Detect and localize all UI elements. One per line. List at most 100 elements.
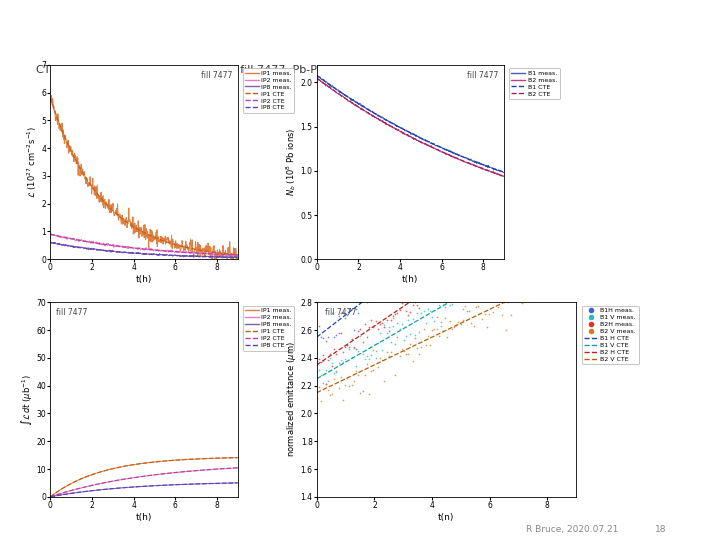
Point bbox=[431, 324, 442, 333]
Point bbox=[526, 248, 538, 257]
Point bbox=[400, 276, 412, 285]
Point bbox=[428, 325, 440, 334]
Point bbox=[472, 278, 484, 287]
Point bbox=[568, 259, 580, 268]
Point bbox=[522, 244, 534, 252]
Point bbox=[318, 334, 329, 342]
Point bbox=[361, 360, 373, 368]
Point bbox=[555, 146, 567, 155]
Point bbox=[435, 237, 446, 246]
Point bbox=[431, 235, 442, 244]
Point bbox=[311, 327, 323, 336]
Point bbox=[540, 281, 552, 289]
Point bbox=[361, 297, 373, 306]
Point bbox=[370, 316, 382, 325]
Point bbox=[346, 353, 357, 361]
Point bbox=[516, 299, 527, 307]
Point bbox=[394, 351, 405, 360]
Point bbox=[451, 320, 462, 329]
Point bbox=[494, 181, 505, 190]
Point bbox=[359, 320, 371, 328]
Point bbox=[566, 224, 577, 232]
Point bbox=[459, 252, 471, 260]
Point bbox=[553, 273, 564, 281]
Point bbox=[415, 294, 427, 303]
Point bbox=[464, 306, 475, 315]
Y-axis label: $N_b$ (10$^8$ Pb ions): $N_b$ (10$^8$ Pb ions) bbox=[284, 128, 298, 196]
Point bbox=[422, 305, 433, 313]
Point bbox=[570, 261, 582, 270]
Point bbox=[503, 298, 514, 306]
Point bbox=[477, 244, 488, 253]
Point bbox=[364, 284, 375, 292]
Point bbox=[529, 211, 541, 219]
Point bbox=[409, 334, 420, 342]
Point bbox=[368, 285, 379, 294]
Point bbox=[348, 344, 359, 353]
Point bbox=[333, 384, 344, 393]
Point bbox=[381, 315, 392, 324]
Point bbox=[546, 208, 558, 217]
Point bbox=[437, 279, 449, 287]
Point bbox=[326, 309, 338, 318]
Point bbox=[568, 176, 580, 184]
Point bbox=[490, 240, 501, 249]
Point bbox=[439, 314, 451, 322]
Point bbox=[487, 308, 499, 316]
Point bbox=[511, 210, 523, 219]
Point bbox=[426, 325, 438, 334]
Point bbox=[411, 344, 423, 353]
Point bbox=[350, 305, 361, 313]
Point bbox=[540, 242, 552, 251]
Point bbox=[516, 167, 527, 176]
Point bbox=[413, 327, 425, 336]
Point bbox=[553, 218, 564, 227]
Point bbox=[451, 267, 462, 276]
Point bbox=[555, 284, 567, 293]
Point bbox=[509, 184, 521, 193]
Point bbox=[330, 367, 342, 376]
Point bbox=[379, 289, 390, 298]
Point bbox=[315, 371, 327, 380]
Point bbox=[470, 256, 482, 265]
Point bbox=[551, 292, 562, 300]
Point bbox=[328, 375, 340, 383]
Point bbox=[531, 157, 543, 166]
Point bbox=[442, 242, 454, 251]
Point bbox=[359, 292, 371, 301]
Point bbox=[328, 369, 340, 377]
Point bbox=[444, 301, 456, 309]
Point bbox=[570, 216, 582, 225]
Point bbox=[355, 389, 366, 398]
Point bbox=[379, 321, 390, 329]
Point bbox=[468, 215, 480, 224]
Point bbox=[483, 183, 495, 192]
Point bbox=[420, 281, 431, 290]
Point bbox=[400, 332, 412, 340]
Point bbox=[370, 347, 382, 355]
Point bbox=[455, 320, 467, 329]
Point bbox=[496, 257, 508, 266]
Point bbox=[377, 319, 388, 327]
Point bbox=[318, 379, 329, 387]
Point bbox=[470, 302, 482, 311]
Point bbox=[352, 327, 364, 335]
Point bbox=[562, 133, 573, 141]
Point bbox=[335, 309, 346, 318]
Point bbox=[379, 376, 390, 385]
Point bbox=[536, 171, 547, 180]
Text: 18: 18 bbox=[655, 525, 667, 534]
Point bbox=[396, 267, 408, 275]
Point bbox=[366, 316, 377, 325]
Point bbox=[426, 240, 438, 248]
Point bbox=[405, 264, 416, 272]
Point bbox=[477, 314, 488, 323]
Point bbox=[368, 345, 379, 354]
Point bbox=[374, 354, 386, 363]
Point bbox=[355, 325, 366, 334]
Point bbox=[522, 168, 534, 177]
Point bbox=[311, 368, 323, 376]
Point bbox=[522, 202, 534, 211]
Point bbox=[374, 329, 386, 338]
Point bbox=[562, 197, 573, 205]
